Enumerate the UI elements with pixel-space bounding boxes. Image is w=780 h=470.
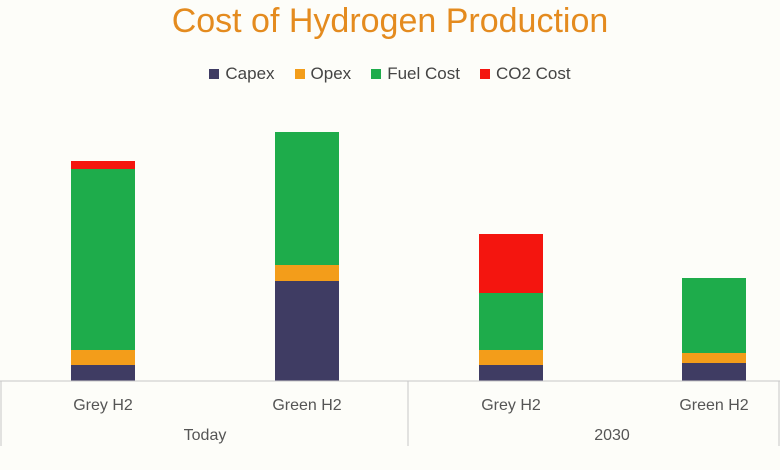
bar-capex-3 [682, 363, 746, 381]
x-group-label: Today [184, 427, 227, 444]
bar-fuel-cost-3 [682, 278, 746, 353]
bar-fuel-cost-1 [275, 132, 339, 265]
bar-co2-cost-0 [71, 161, 135, 169]
bar-capex-1 [275, 281, 339, 381]
legend-label: Capex [225, 64, 275, 83]
legend-swatch [294, 69, 305, 79]
x-tick-label: Grey H2 [481, 397, 541, 414]
legend-swatch [371, 69, 382, 79]
bar-capex-2 [479, 365, 543, 381]
x-tick-label: Green H2 [272, 397, 341, 414]
legend-item-capex: Capex [209, 64, 275, 84]
bar-co2-cost-2 [479, 234, 543, 293]
legend-item-co2-cost: CO2 Cost [479, 64, 571, 84]
legend-swatch [209, 69, 220, 79]
legend-label: Opex [310, 64, 352, 83]
bar-opex-1 [275, 265, 339, 281]
legend-item-opex: Opex [294, 64, 352, 84]
legend-item-fuel-cost: Fuel Cost [371, 64, 460, 84]
bar-fuel-cost-2 [479, 293, 543, 350]
legend: Capex Opex Fuel Cost CO2 Cost [0, 64, 780, 84]
x-group-label: 2030 [594, 427, 630, 444]
x-tick-label: Green H2 [679, 397, 748, 414]
bar-opex-0 [71, 350, 135, 365]
bar-capex-0 [71, 365, 135, 381]
legend-swatch [479, 69, 490, 79]
x-tick-label: Grey H2 [73, 397, 133, 414]
chart-title: Cost of Hydrogen Production [171, 2, 609, 40]
bar-opex-3 [682, 353, 746, 363]
bar-opex-2 [479, 350, 543, 365]
bar-fuel-cost-0 [71, 169, 135, 350]
legend-label: CO2 Cost [495, 64, 571, 83]
legend-label: Fuel Cost [387, 64, 460, 83]
